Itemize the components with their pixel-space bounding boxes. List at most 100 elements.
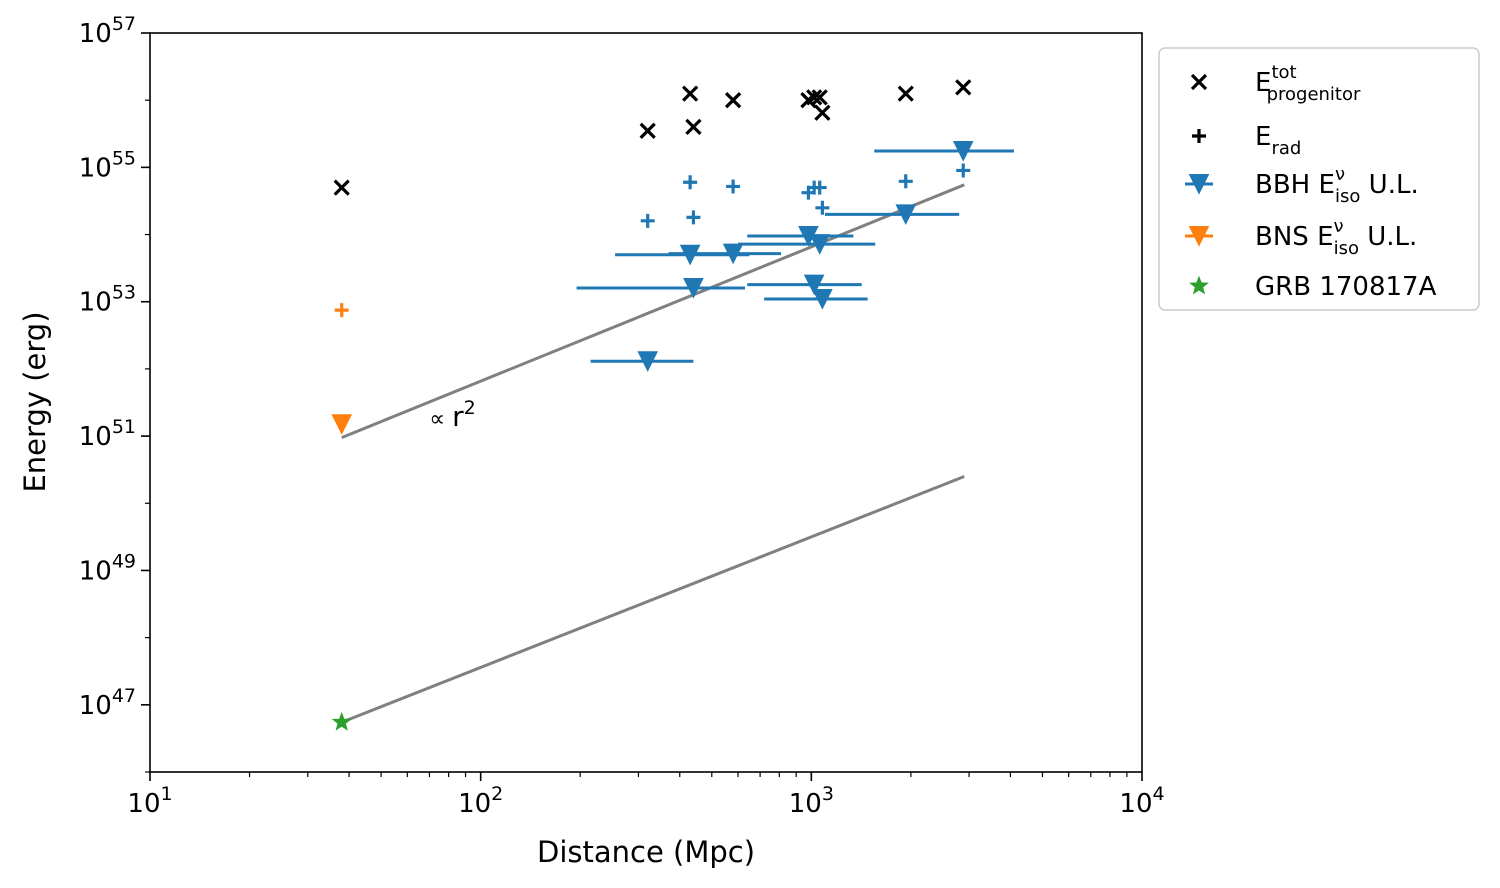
- y-tick-label: 1055: [79, 147, 136, 183]
- legend-label-BNS_Eiso_UL: BNS Eν iso U.L.: [1255, 216, 1417, 259]
- x-tick-label-base: 10: [789, 789, 822, 819]
- legend-marker-BNS_Eiso_UL: [1188, 226, 1210, 247]
- y-tick-label: 1051: [79, 416, 136, 452]
- y-tick-label: 1047: [79, 685, 136, 721]
- y-tick-label-exp: 51: [112, 416, 136, 438]
- E_rad-point: [898, 174, 913, 189]
- BBH_Eiso_UL-point: [803, 274, 825, 296]
- axes-frame: [149, 32, 1143, 773]
- x-tick-label-exp: 4: [1153, 783, 1165, 805]
- legend-label-sub: iso: [1334, 238, 1359, 259]
- y-tick-label-base: 10: [79, 19, 112, 49]
- E_rad-point: [683, 175, 698, 190]
- x-tick-label-base: 10: [1119, 789, 1152, 819]
- x-tick-label-base: 10: [458, 789, 491, 819]
- E_tot_progenitor-point: [333, 179, 350, 196]
- legend-label-sub: progenitor: [1267, 84, 1361, 105]
- BBH_Eiso_UL-point: [809, 234, 831, 255]
- legend-label-main: E: [1255, 122, 1271, 152]
- y-tick-label: 1049: [79, 550, 136, 586]
- legend-marker-E_rad: [1192, 129, 1206, 143]
- E_tot_progenitor-point: [955, 79, 972, 96]
- y-tick-label-base: 10: [79, 153, 112, 183]
- legend-label-main: E: [1317, 222, 1333, 252]
- legend-label-suffix: U.L.: [1360, 170, 1418, 200]
- BBH_Eiso_UL-point: [683, 278, 704, 299]
- legend-label-prefix: BNS: [1255, 222, 1317, 252]
- BBH_Eiso_UL-point: [952, 141, 974, 162]
- E_tot_progenitor-point: [724, 92, 742, 109]
- y-tick-label-base: 10: [79, 691, 112, 721]
- E_rad-point: [726, 179, 741, 194]
- legend-label-main: E: [1255, 68, 1271, 98]
- legend-label-E_tot_progenitor: Etot progenitor: [1255, 62, 1361, 105]
- reference-lines: [341, 183, 965, 724]
- legend-label-E_rad: Erad: [1255, 122, 1301, 159]
- legend-marker-BBH_Eiso_UL: [1188, 174, 1210, 195]
- x-tick-label: 104: [1119, 783, 1164, 819]
- y-tick-label-exp: 55: [112, 147, 136, 169]
- E_rad-point: [812, 180, 827, 195]
- y-tick-label-base: 10: [79, 556, 112, 586]
- legend-label-GRB_170817A: GRB 170817A: [1255, 272, 1437, 302]
- reference-line-r2-upper: [341, 183, 965, 439]
- x-tick-label: 102: [458, 783, 503, 819]
- x-tick-label: 101: [127, 783, 172, 819]
- annotation-prefix: ∝: [429, 407, 452, 432]
- GRB_170817A-point: [331, 711, 352, 731]
- legend-label-BBH_Eiso_UL: BBH Eν iso U.L.: [1255, 164, 1419, 207]
- legend-label-sup: ν: [1334, 216, 1344, 237]
- BBH_Eiso_UL-point: [895, 204, 917, 225]
- error-bars: [337, 149, 1014, 426]
- legend-label-suffix: U.L.: [1359, 222, 1417, 252]
- legend-label-sup: ν: [1335, 164, 1345, 185]
- annotation-base: r: [452, 400, 464, 433]
- x-tick-label: 103: [789, 783, 834, 819]
- E_rad-point: [815, 200, 830, 215]
- annotation-exp: 2: [464, 397, 476, 419]
- E_rad-point: [956, 163, 971, 178]
- reference-line-r2-lower: [341, 475, 965, 724]
- y-tick-label-base: 10: [79, 422, 112, 452]
- E_tot_progenitor-point: [814, 104, 831, 121]
- E_tot_progenitor-point: [682, 85, 699, 102]
- E_rad-point: [334, 303, 349, 318]
- y-tick-label-exp: 57: [112, 13, 136, 35]
- legend-label-main: GRB 170817A: [1255, 272, 1437, 302]
- y-tick-label: 1057: [79, 13, 136, 49]
- y-tick-label-base: 10: [79, 288, 112, 318]
- E_rad-point: [686, 210, 701, 225]
- x-tick-label-exp: 2: [491, 783, 503, 805]
- legend-marker-GRB_170817A: [1189, 275, 1209, 295]
- y-tick-label-exp: 53: [112, 282, 136, 304]
- y-tick-label-exp: 49: [112, 550, 136, 572]
- x-tick-label-base: 10: [127, 789, 160, 819]
- y-tick-label: 1053: [79, 282, 136, 318]
- x-tick-label-exp: 3: [822, 783, 834, 805]
- legend-label-main: E: [1319, 170, 1335, 200]
- legend-marker-E_tot_progenitor: [1190, 73, 1208, 91]
- legend-label-sub: iso: [1335, 186, 1360, 207]
- E_tot_progenitor-point: [685, 118, 702, 136]
- legend-frame: [1158, 47, 1480, 311]
- BNS_Eiso_UL-point: [331, 414, 353, 435]
- legend-label-sup: tot: [1271, 62, 1296, 83]
- BBH_Eiso_UL-point: [637, 351, 659, 372]
- BBH_Eiso_UL-point: [722, 243, 744, 265]
- x-tick-label-exp: 1: [161, 783, 173, 805]
- E_tot_progenitor-point: [897, 85, 914, 102]
- data-markers: [331, 79, 974, 731]
- BBH_Eiso_UL-point: [679, 244, 701, 266]
- E_tot_progenitor-point: [811, 89, 828, 106]
- E_rad-point: [640, 213, 655, 228]
- legend-label-prefix: BBH: [1255, 170, 1319, 200]
- E_tot_progenitor-point: [639, 122, 656, 139]
- r-squared-annotation: ∝ r2: [429, 397, 475, 433]
- x-axis-title: Distance (Mpc): [537, 835, 755, 869]
- legend-label-sub: rad: [1271, 138, 1301, 159]
- y-tick-label-exp: 47: [112, 685, 136, 707]
- y-axis-title: Energy (erg): [18, 311, 52, 492]
